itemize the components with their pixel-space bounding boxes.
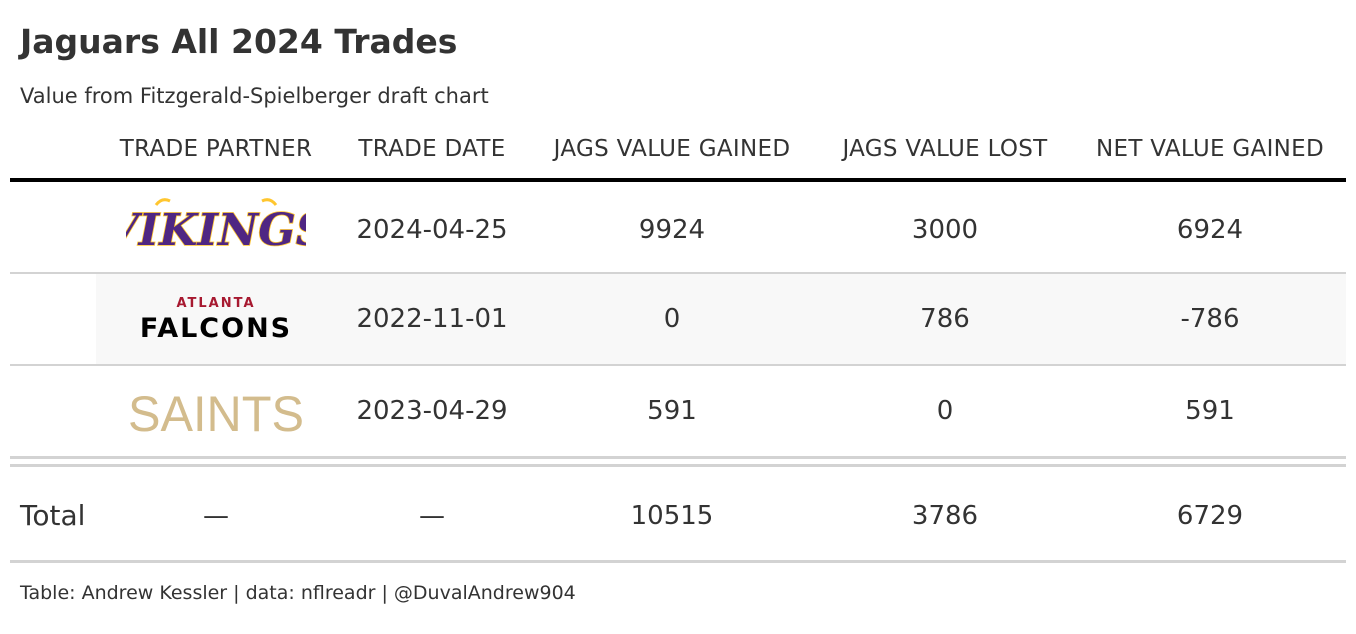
- trade-date-cell: 2022-11-01: [356, 304, 508, 334]
- summary-rule-top: [10, 456, 1346, 459]
- total-lost-cell: 3786: [911, 501, 979, 531]
- value-gained-cell: 9924: [638, 215, 706, 245]
- value-gained-cell: 591: [647, 396, 697, 426]
- value-gained-cell: 0: [663, 304, 681, 334]
- trade-date-cell: 2023-04-29: [356, 396, 508, 426]
- saints-wordmark: SAINTS: [128, 386, 304, 439]
- column-header-jags-value-lost: JAGS VALUE LOST: [842, 136, 1048, 162]
- trade-date-cell: 2024-04-25: [356, 215, 508, 245]
- header-rule: [10, 178, 1346, 182]
- value-lost-cell: 0: [936, 396, 954, 426]
- column-header-trade-date: TRADE DATE: [358, 136, 506, 162]
- total-date-cell: —: [419, 501, 445, 531]
- falcons-city-text: ATLANTA: [176, 296, 255, 311]
- summary-rule-bottom: [10, 464, 1346, 467]
- vikings-wordmark: VIKINGS: [126, 205, 306, 256]
- value-lost-cell: 786: [920, 304, 970, 334]
- row-stripe: [96, 274, 1346, 364]
- total-gained-cell: 10515: [630, 501, 714, 531]
- column-header-net-value-gained: NET VALUE GAINED: [1095, 136, 1325, 162]
- total-net-cell: 6729: [1176, 501, 1244, 531]
- value-lost-cell: 3000: [911, 215, 979, 245]
- net-value-cell: -786: [1180, 304, 1240, 334]
- saints-logo: SAINTS: [96, 366, 336, 456]
- page-subtitle: Value from Fitzgerald-Spielberger draft …: [20, 84, 489, 108]
- falcons-logo: ATLANTA FALCONS: [96, 274, 336, 364]
- falcons-wordmark: FALCONS: [140, 313, 292, 344]
- total-partner-cell: —: [203, 501, 229, 531]
- vikings-logo: VIKINGS: [96, 184, 336, 272]
- total-label: Total: [20, 499, 86, 532]
- page-title: Jaguars All 2024 Trades: [20, 22, 458, 61]
- net-value-cell: 6924: [1176, 215, 1244, 245]
- net-value-cell: 591: [1185, 396, 1235, 426]
- column-header-trade-partner: TRADE PARTNER: [119, 136, 313, 162]
- table-bottom-rule: [10, 560, 1346, 563]
- source-note: Table: Andrew Kessler | data: nflreadr |…: [20, 582, 576, 604]
- row-divider: [10, 272, 1346, 274]
- column-header-jags-value-gained: JAGS VALUE GAINED: [553, 136, 791, 162]
- row-divider: [10, 364, 1346, 366]
